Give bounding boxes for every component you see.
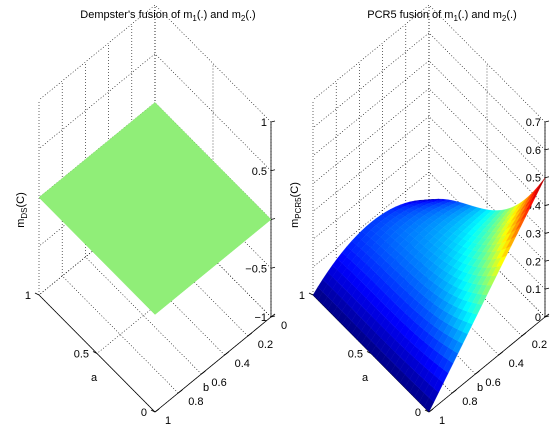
grid-line xyxy=(312,88,546,206)
left-ylabel-b: b xyxy=(203,382,209,394)
z-tick xyxy=(270,266,276,269)
b-tick xyxy=(247,332,253,337)
b-tick xyxy=(154,408,160,413)
b-tick-label: 0.8 xyxy=(188,396,203,408)
z-tick xyxy=(544,287,550,290)
grid-line xyxy=(38,4,272,123)
b-tick xyxy=(451,389,457,394)
a-tick-label: 1 xyxy=(25,290,31,302)
right-ylabel-b: b xyxy=(477,382,483,394)
b-tick-label: 0.2 xyxy=(532,339,547,351)
a-tick-label: 0 xyxy=(415,407,421,419)
right-xlabel-a: a xyxy=(362,372,369,384)
z-tick-label: 0.5 xyxy=(526,173,541,185)
a-tick-label: 0.5 xyxy=(348,349,363,361)
z-tick-label: 0.5 xyxy=(252,166,267,178)
a-tick xyxy=(150,409,156,413)
b-tick xyxy=(475,370,480,375)
a-tick-label: 1 xyxy=(299,290,305,302)
z-tick xyxy=(270,169,276,172)
b-tick xyxy=(270,313,276,318)
left-zlabel: mDS(C) xyxy=(15,192,29,228)
a-tick-label: 0 xyxy=(141,407,147,419)
z-tick xyxy=(544,120,550,123)
right-plot-title: PCR5 fusion of m1(.) and m2(.) xyxy=(367,9,517,23)
grid-line xyxy=(38,53,272,171)
grid-line xyxy=(312,32,546,151)
b-tick-label: 0 xyxy=(281,320,287,332)
b-tick-label: 0.4 xyxy=(235,358,250,370)
z-tick xyxy=(544,204,550,206)
z-tick xyxy=(544,232,550,234)
b-tick xyxy=(428,408,434,413)
left-plot-title: Dempster's fusion of m1(.) and m2(.) xyxy=(80,9,255,23)
z-tick-label: −1 xyxy=(254,312,267,324)
z-tick xyxy=(544,176,550,179)
b-tick-label: 0.4 xyxy=(509,358,524,370)
a-tick xyxy=(34,292,40,296)
b-tick-label: 0.2 xyxy=(258,339,273,351)
b-tick xyxy=(201,370,206,375)
z-tick-label: 0.1 xyxy=(526,284,541,296)
z-tick xyxy=(270,218,276,220)
b-tick xyxy=(521,332,527,337)
a-tick xyxy=(92,351,98,354)
z-tick xyxy=(270,120,276,123)
b-tick-label: 1 xyxy=(165,415,171,427)
z-tick-label: 1 xyxy=(261,117,267,129)
b-tick-label: 0.6 xyxy=(211,377,226,389)
a-tick xyxy=(424,409,430,413)
b-tick-label: 1 xyxy=(439,415,445,427)
a-tick xyxy=(366,351,372,354)
a-tick-label: 0.5 xyxy=(74,349,89,361)
z-tick-label: 0.3 xyxy=(526,228,541,240)
left-xlabel-a: a xyxy=(91,372,98,384)
b-tick-label: 0.6 xyxy=(485,377,500,389)
grid-line xyxy=(108,237,225,356)
grid-line xyxy=(312,4,546,123)
z-tick xyxy=(544,259,550,262)
z-tick-label: −0.5 xyxy=(245,263,267,275)
b-tick xyxy=(498,351,503,356)
a-tick xyxy=(308,292,314,296)
grid-line xyxy=(61,275,179,394)
grid-line xyxy=(85,256,202,375)
grid-line xyxy=(312,60,546,178)
grid-line xyxy=(428,199,546,318)
b-tick xyxy=(177,389,183,394)
right-3d-axes: 00.10.20.30.40.50.60.700.5100.20.40.60.8… xyxy=(299,4,550,427)
z-tick-label: 0.2 xyxy=(526,256,541,268)
z-tick-label: 0.7 xyxy=(526,117,541,129)
grid-line xyxy=(154,199,272,318)
b-tick xyxy=(224,351,229,356)
right-zlabel: mPCR5(C) xyxy=(289,182,303,228)
surface-patch xyxy=(535,177,546,194)
b-tick-label: 0.8 xyxy=(462,396,477,408)
b-axis-line xyxy=(154,316,272,413)
b-tick xyxy=(544,313,550,318)
surface xyxy=(38,102,272,315)
z-tick-label: 0.6 xyxy=(526,145,541,157)
grid-line xyxy=(312,116,546,234)
z-tick xyxy=(544,148,550,151)
grid-line xyxy=(405,218,523,337)
grid-line xyxy=(382,237,499,356)
grid-line xyxy=(131,218,249,337)
z-tick-label: 0 xyxy=(535,312,541,324)
